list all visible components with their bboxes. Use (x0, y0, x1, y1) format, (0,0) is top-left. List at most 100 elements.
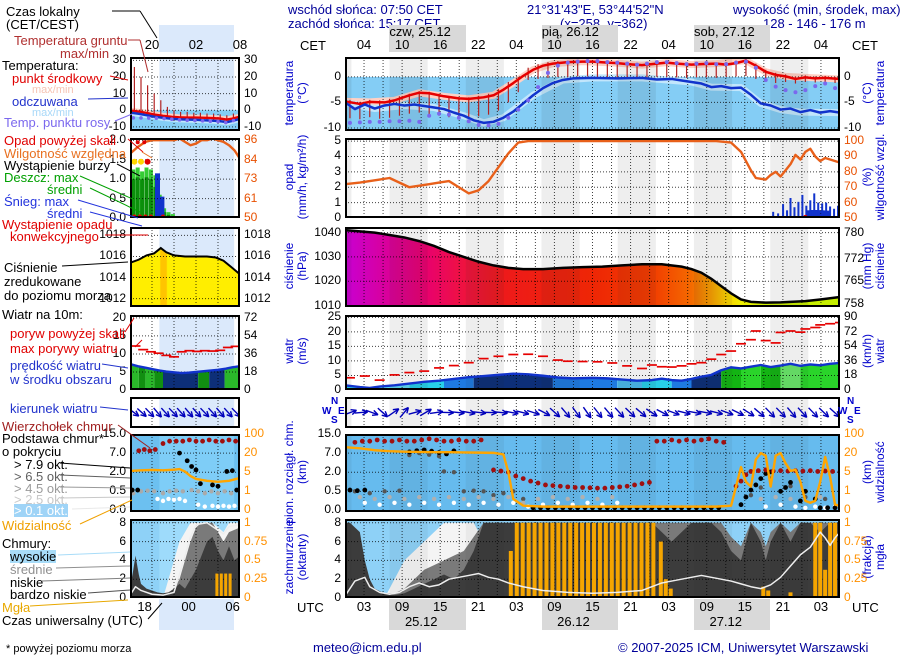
sidebar-label: Wierzchołek chmur (2, 419, 113, 434)
utc-hour-tick: 03 (661, 599, 676, 614)
axis-band (541, 599, 618, 630)
altitude-values: 128 - 146 - 176 m (763, 16, 866, 31)
axis-tick: 80 (844, 163, 858, 178)
mini-utc-hour-tick: 06 (225, 599, 240, 614)
axis-tick: 100 (844, 133, 865, 148)
compass-w-mark: W (838, 406, 848, 417)
axis-tick: 1016 (244, 248, 271, 263)
sidebar-label: Opad powyżej skali (4, 133, 116, 148)
sidebar-label: * powyżej poziomu morza (6, 643, 132, 655)
axis-tick: -10 (844, 119, 862, 134)
axis-tick: 0 (244, 102, 251, 117)
cet-hour-tick: 16 (737, 37, 753, 52)
axis-tick: 0.75 (244, 533, 268, 548)
utc-hour-tick: 09 (699, 599, 714, 614)
axis-tick: 2.0 (109, 464, 126, 479)
axis-tick: 0 (844, 590, 851, 604)
axis-band (389, 599, 466, 630)
axis-tick: 2 (334, 571, 341, 586)
cet-hour-tick: 10 (394, 37, 410, 52)
axis-tick: 6 (119, 533, 126, 548)
axis-tick: 72 (244, 309, 258, 324)
axis-tick: 7.0 (324, 445, 341, 460)
axis-tick: 61 (244, 191, 258, 206)
axis-tick: 10 (112, 85, 126, 100)
utc-hour-tick: 15 (585, 599, 600, 614)
axis-tick: 0.5 (324, 483, 341, 498)
axis-tick: 50 (244, 210, 258, 224)
axis-tick: 5 (244, 464, 251, 479)
compass-n-mark: N (331, 396, 339, 407)
compass-e-mark: E (338, 406, 345, 417)
axis-tick: 0 (244, 502, 251, 517)
altitude-label: wysokość (min, środek, max) (733, 2, 901, 17)
cet-hour-tick: 22 (471, 37, 486, 52)
axis-tick: 20 (327, 323, 341, 338)
sidebar-label: max/min (32, 84, 74, 96)
axis-tick: -10 (108, 118, 126, 133)
compass-e-mark: E (854, 406, 861, 417)
axis-tick: 1 (844, 483, 851, 498)
axis-tick: 72 (844, 323, 858, 338)
day-label: pią, 26.12 (541, 24, 599, 39)
compass-s-mark: S (331, 415, 338, 426)
axis-tick: 20 (244, 445, 258, 460)
axis-tick: 1.0 (109, 171, 126, 186)
axis-tick: 0 (334, 210, 341, 224)
axis-tick: 20 (844, 445, 858, 460)
axis-tick: 90 (844, 148, 858, 163)
axis-tick: 3 (334, 163, 341, 178)
axis-tick: 0 (844, 68, 851, 83)
axis-tick: 10 (244, 85, 258, 100)
sidebar-label: max/min (60, 46, 110, 61)
axis-tick: 15 (327, 338, 341, 353)
axis-tick: 36 (244, 345, 258, 360)
sidebar-label: Wilgotność względna (4, 146, 127, 161)
sidebar-label: > 7.9 okt. (14, 457, 68, 472)
axis-tick: 1010 (314, 297, 341, 312)
axis-tick: 0 (844, 502, 851, 517)
axis-tick: -10 (323, 119, 341, 134)
cet-hour-tick: 04 (813, 37, 829, 52)
sidebar-label: Wiatr na 10m: (2, 307, 83, 322)
axis-tick: 100 (844, 426, 865, 440)
utc-hour-tick: 03 (356, 599, 372, 614)
sidebar-label: > 6.5 okt. (14, 469, 68, 484)
utc-hour-tick: 09 (547, 599, 562, 614)
sidebar-label: (CET/CEST) (6, 17, 79, 32)
utc-hour-tick: 21 (775, 599, 791, 614)
axis-tick: 4 (119, 552, 126, 567)
axis-tick: 4 (334, 552, 341, 567)
sidebar-label: kierunek wiatru (10, 401, 98, 416)
axis-tick: 90 (844, 309, 858, 324)
cet-hour-tick: 04 (356, 37, 372, 52)
axis-tick: 0 (334, 590, 341, 604)
axis-band (159, 599, 235, 630)
axis-tick: 96 (244, 132, 258, 147)
utc-label-right: UTC (852, 600, 879, 615)
axis-tick: 0.25 (844, 571, 868, 586)
axis-tick: 0 (119, 102, 126, 117)
axis-tick: 20 (112, 309, 126, 324)
axis-tick: 10 (112, 345, 126, 360)
day-label: sob, 27.12 (694, 24, 755, 39)
contact-email-link[interactable]: meteo@icm.edu.pl (313, 640, 422, 655)
axis-tick: 4 (334, 148, 341, 163)
sidebar-label: średni (47, 182, 83, 197)
axis-tick: 5 (844, 464, 851, 479)
axis-tick: 1030 (314, 248, 341, 263)
sidebar-label: punkt środkowy (12, 71, 103, 86)
cet-hour-tick: 04 (661, 37, 676, 52)
mini-utc-hour-tick: 18 (137, 599, 152, 614)
utc-hour-tick: 03 (509, 599, 524, 614)
sidebar-label: bardzo niskie (10, 587, 87, 602)
axis-tick: 18 (844, 367, 858, 382)
sidebar-label: Deszcz: max (4, 170, 79, 185)
axis-tick: 1 (244, 483, 251, 498)
sidebar-label: > 2.5 okt. (14, 492, 68, 507)
axis-tick: 15 (112, 327, 126, 342)
sidebar-label: średni (47, 206, 83, 221)
utc-hour-tick: 21 (471, 599, 486, 614)
main-precipitation-panel (345, 138, 840, 218)
axis-tick: 1 (244, 514, 251, 529)
